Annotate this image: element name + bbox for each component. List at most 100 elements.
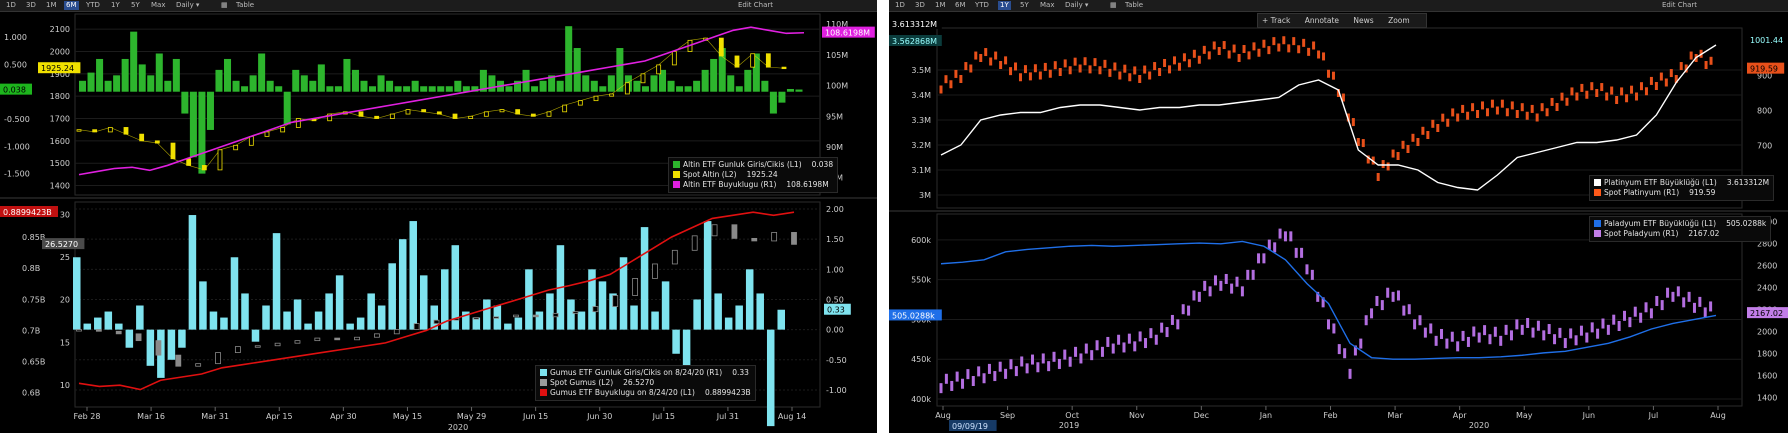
left-range-button-1[interactable]: 3D xyxy=(26,1,36,9)
silver-flow-bar xyxy=(441,269,449,330)
gold-price-last-tag: 1925.24 xyxy=(41,64,74,73)
left-edit-chart-button[interactable]: Edit Chart xyxy=(738,1,774,9)
silver-flow-tick: 1.00 xyxy=(826,265,844,274)
gold-price-tick: 1500 xyxy=(50,159,70,168)
gold-plot-frame xyxy=(74,13,821,196)
silver-size-tick: 0.8B xyxy=(22,264,40,273)
gold-price-candle xyxy=(327,113,333,122)
left-range-button-5[interactable]: 1Y xyxy=(111,1,120,9)
gold-flow-tick: -0.500 xyxy=(4,115,30,124)
gold-price-candle xyxy=(436,111,442,115)
zoom-button[interactable]: Zoom xyxy=(1388,16,1410,25)
annotate-button[interactable]: Annotate xyxy=(1304,16,1340,25)
platinum-price-tick: 800 xyxy=(1757,107,1772,116)
track-button[interactable]: + Track xyxy=(1262,16,1291,25)
gold-price-tick: 1700 xyxy=(50,115,70,124)
gold-flow-tick: 1.000 xyxy=(4,33,27,42)
palladium-price-candle xyxy=(1337,344,1341,355)
gold-price-candle xyxy=(515,109,521,115)
x-tick-label: May 15 xyxy=(393,412,422,421)
left-range-button-2[interactable]: 1M xyxy=(46,1,57,9)
silver-price-candle xyxy=(115,330,122,335)
x-start-date-tag-bg xyxy=(949,420,997,431)
palladium-price-candle xyxy=(1353,345,1357,356)
right-range-button-1[interactable]: 3D xyxy=(915,1,925,9)
silver-price-candle xyxy=(195,363,202,367)
silver-price-candle xyxy=(413,323,420,330)
gold-price-candle xyxy=(92,129,98,133)
gold-flow-bar xyxy=(326,86,334,92)
silver-flow-bar xyxy=(230,257,239,330)
right-range-button-4[interactable]: YTD xyxy=(975,1,989,9)
left-range-button-0[interactable]: 1D xyxy=(6,1,16,9)
platinum-price-candle xyxy=(1297,45,1301,54)
right-range-button-7[interactable]: Max xyxy=(1040,1,1055,9)
palladium-price-candle xyxy=(1477,332,1481,343)
silver-price-candle xyxy=(135,333,142,342)
silver-flow-bar xyxy=(672,329,680,354)
gold-price-candle xyxy=(593,95,599,102)
silver-flow-bar xyxy=(167,329,176,360)
silver-legend-row: Spot Gumus (L2) 26.5270 xyxy=(540,378,751,388)
platinum-price-candle xyxy=(989,57,993,66)
gold-price-candle xyxy=(374,115,380,119)
gold-price-line xyxy=(78,37,785,171)
platinum-price-candle xyxy=(1093,58,1097,67)
palladium-size-last-tag-bg xyxy=(889,309,942,321)
left-range-button-6[interactable]: 5Y xyxy=(131,1,140,9)
gold-price-candle xyxy=(389,113,395,119)
gold-flow-bar xyxy=(343,58,351,92)
silver-flow-bar xyxy=(766,329,775,427)
right-range-button-2[interactable]: 1M xyxy=(935,1,946,9)
silver-flow-bar xyxy=(462,311,470,330)
silver-flow-bar xyxy=(388,263,396,330)
platinum-price-candle xyxy=(1396,152,1400,160)
silver-flow-bar xyxy=(525,269,533,330)
left-range-button-7[interactable]: Max xyxy=(151,1,166,9)
palladium-price-candle xyxy=(1456,341,1460,352)
right-range-button-9[interactable]: ▦ xyxy=(1110,1,1117,9)
gold-price-candle xyxy=(750,53,756,68)
right-range-button-5[interactable]: 1Y xyxy=(998,1,1011,10)
left-range-button-8[interactable]: Daily ▾ xyxy=(176,1,200,9)
platinum-price-candle xyxy=(1058,68,1062,76)
silver-price-candle xyxy=(652,263,658,279)
palladium-price-candle xyxy=(1332,323,1336,334)
platinum-price-candle xyxy=(1217,47,1221,55)
right-range-button-8[interactable]: Daily ▾ xyxy=(1065,1,1089,9)
right-range-button-3[interactable]: 6M xyxy=(955,1,966,9)
left-chart-canvas[interactable]: 1.000 0.500 -0.500 -1.000 -1.500 2100 2000 1900… xyxy=(0,0,877,433)
silver-flow-tick: 2.00 xyxy=(826,205,844,214)
left-range-button-3[interactable]: 6M xyxy=(64,1,79,10)
palladium-price-candle xyxy=(1079,353,1083,364)
silver-flow-bar xyxy=(241,293,249,330)
legend-value: 0.33 xyxy=(732,368,749,377)
gold-flow-bar xyxy=(258,53,266,92)
right-range-button-10[interactable]: Table xyxy=(1125,1,1144,9)
silver-price-candle xyxy=(513,314,519,318)
palladium-price-candle xyxy=(1235,276,1239,287)
palladium-price-candle xyxy=(1429,323,1433,334)
gold-flow-bar xyxy=(172,58,180,92)
gold-flow-bar xyxy=(727,75,735,92)
palladium-price-candle xyxy=(1676,286,1680,297)
news-button[interactable]: News xyxy=(1353,16,1374,25)
platinum-size-tick: 3.5M xyxy=(911,66,931,75)
palladium-price-candle xyxy=(1402,305,1406,316)
platinum-price-candle xyxy=(1068,66,1072,75)
gold-flow-bar xyxy=(130,31,138,92)
gold-price-tick: 1900 xyxy=(50,70,70,79)
left-range-button-9[interactable]: ▦ xyxy=(221,1,228,9)
platinum-price-candle xyxy=(1630,85,1634,94)
right-range-button-0[interactable]: 1D xyxy=(895,1,905,9)
gold-flow-bar xyxy=(539,80,547,92)
silver-price-candle xyxy=(334,337,341,341)
right-range-button-6[interactable]: 5Y xyxy=(1020,1,1029,9)
silver-flow-bar xyxy=(104,311,113,330)
left-range-button-10[interactable]: Table xyxy=(236,1,255,9)
platinum-price-candle xyxy=(974,51,978,60)
platinum-price-candle xyxy=(1237,54,1241,62)
platinum-price-candle xyxy=(1113,62,1117,71)
right-edit-chart-button[interactable]: Edit Chart xyxy=(1662,1,1698,9)
left-range-button-4[interactable]: YTD xyxy=(86,1,100,9)
